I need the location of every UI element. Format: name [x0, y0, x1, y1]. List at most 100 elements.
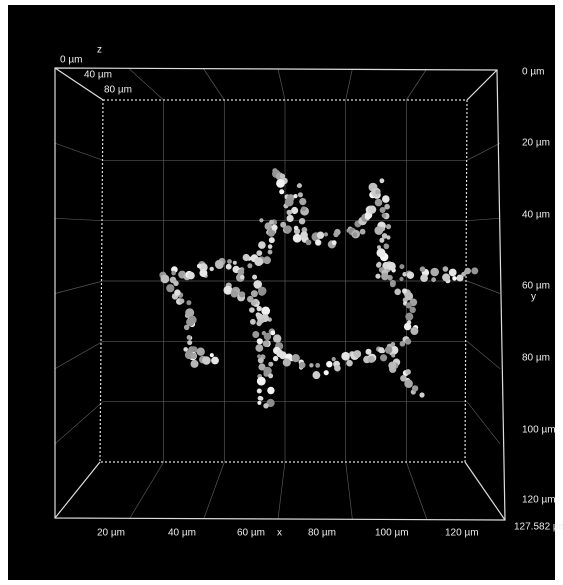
bead — [410, 327, 418, 335]
bead — [166, 284, 174, 292]
bead — [215, 260, 224, 269]
bead — [326, 361, 332, 367]
bead — [376, 263, 381, 268]
bead — [382, 195, 390, 203]
bead — [269, 220, 274, 225]
bead — [366, 349, 372, 355]
bead — [420, 274, 428, 282]
bead — [381, 273, 389, 281]
bead — [267, 387, 274, 394]
bead — [297, 184, 301, 188]
bead — [191, 353, 197, 359]
y-tick-label: 40 µm — [522, 210, 550, 221]
bead — [249, 307, 255, 313]
bead — [268, 250, 273, 255]
bead — [431, 277, 436, 282]
bead — [263, 256, 271, 264]
bead — [254, 257, 263, 266]
bead — [257, 354, 261, 358]
bead — [270, 331, 275, 336]
bead — [378, 347, 384, 353]
bead — [368, 356, 375, 363]
z-tick-label: 0 µm — [60, 55, 82, 66]
bead — [333, 232, 338, 237]
bead — [259, 396, 263, 400]
bead — [449, 269, 457, 277]
x-axis-name: x — [277, 528, 282, 539]
bead — [394, 289, 401, 296]
z-axis-name: z — [97, 45, 102, 56]
bead — [264, 333, 271, 340]
bead — [405, 339, 411, 345]
bead — [268, 244, 273, 249]
bead — [293, 194, 297, 198]
bead — [238, 269, 245, 276]
bead — [298, 192, 303, 197]
bead — [400, 341, 406, 347]
bead — [380, 354, 387, 361]
bead — [377, 248, 386, 257]
bead — [301, 206, 306, 211]
bead — [240, 275, 244, 279]
bead — [341, 352, 350, 361]
bead — [173, 281, 178, 286]
bead — [353, 350, 361, 358]
bead — [285, 198, 294, 207]
bead — [256, 250, 262, 256]
y-tick-label: 120 µm — [522, 495, 556, 506]
bead — [404, 379, 413, 388]
bead — [405, 369, 411, 375]
bead — [375, 199, 383, 207]
bead — [273, 334, 281, 342]
bead — [384, 244, 390, 250]
bead — [179, 298, 184, 303]
bead — [315, 240, 320, 245]
bead — [187, 335, 192, 340]
bead — [386, 224, 391, 229]
bead — [388, 362, 396, 370]
bead — [257, 401, 261, 405]
bead — [317, 232, 324, 239]
volume-view: z 0 µm 40 µm 80 µm 0 µm 20 µm 40 µm 60 µ… — [0, 0, 563, 585]
x-tick-label: 40 µm — [168, 528, 196, 539]
bead — [255, 344, 263, 352]
bead — [252, 275, 257, 280]
bead — [315, 363, 320, 368]
y-tick-label: 20 µm — [522, 138, 550, 149]
bead — [284, 225, 292, 233]
bead — [256, 321, 261, 326]
bead — [247, 263, 252, 268]
bead — [257, 389, 262, 394]
bead — [271, 225, 277, 231]
bead — [186, 300, 191, 305]
bead — [268, 362, 273, 367]
bead — [390, 280, 396, 286]
bead — [324, 232, 328, 236]
bead — [256, 313, 262, 319]
bead — [334, 365, 341, 372]
bead — [346, 360, 353, 367]
bead — [226, 264, 232, 270]
bead — [452, 276, 457, 281]
bead — [210, 267, 214, 271]
bead — [251, 301, 256, 306]
bead — [420, 266, 426, 272]
y-axis-name: y — [531, 292, 536, 303]
bead — [197, 264, 202, 269]
bead — [211, 357, 219, 365]
bead — [243, 254, 250, 261]
bead — [379, 238, 384, 243]
bead — [257, 338, 263, 344]
bead — [227, 259, 232, 264]
bead — [299, 218, 305, 224]
bead — [399, 264, 404, 269]
bead — [382, 213, 387, 218]
bead — [187, 340, 192, 345]
x-tick-label: 80 µm — [308, 528, 336, 539]
bead — [380, 178, 385, 183]
bead — [360, 229, 366, 235]
bead — [382, 233, 388, 239]
bead — [375, 190, 380, 195]
bead — [231, 290, 238, 297]
bead — [174, 289, 180, 295]
